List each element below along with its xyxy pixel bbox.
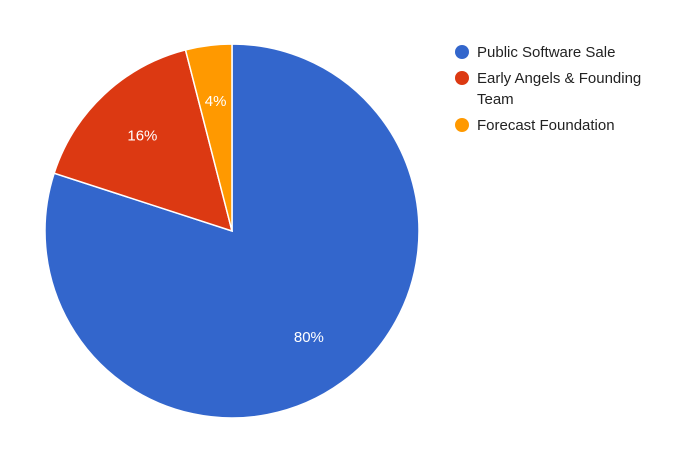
pie-slice-label-early-angels-founding-team: 16% <box>127 128 157 145</box>
legend: Public Software Sale Early Angels & Found… <box>455 44 641 134</box>
legend-swatch-early-angels-founding-team <box>455 71 469 85</box>
legend-item-public-software-sale[interactable]: Public Software Sale <box>455 44 615 61</box>
pie-slice-label-forecast-foundation: 4% <box>205 93 227 110</box>
legend-item-forecast-foundation[interactable]: Forecast Foundation <box>455 117 615 134</box>
pie-slice-label-public-software-sale: 80% <box>294 329 324 346</box>
pie-slices <box>44 43 420 419</box>
pie-slice-early-angels-founding-team[interactable] <box>53 48 234 233</box>
legend-swatch-forecast-foundation <box>455 118 469 132</box>
pie-slice-labels: 80% 16% 4% <box>127 93 324 346</box>
legend-label-forecast-foundation: Forecast Foundation <box>477 117 615 134</box>
legend-label-public-software-sale: Public Software Sale <box>477 44 615 61</box>
pie-slice-forecast-foundation[interactable] <box>184 43 233 232</box>
legend-label-early-angels-founding-team: Early Angels & Founding Team <box>477 70 641 108</box>
legend-item-early-angels-founding-team[interactable]: Early Angels & Founding Team <box>455 70 641 108</box>
legend-swatch-public-software-sale <box>455 45 469 59</box>
